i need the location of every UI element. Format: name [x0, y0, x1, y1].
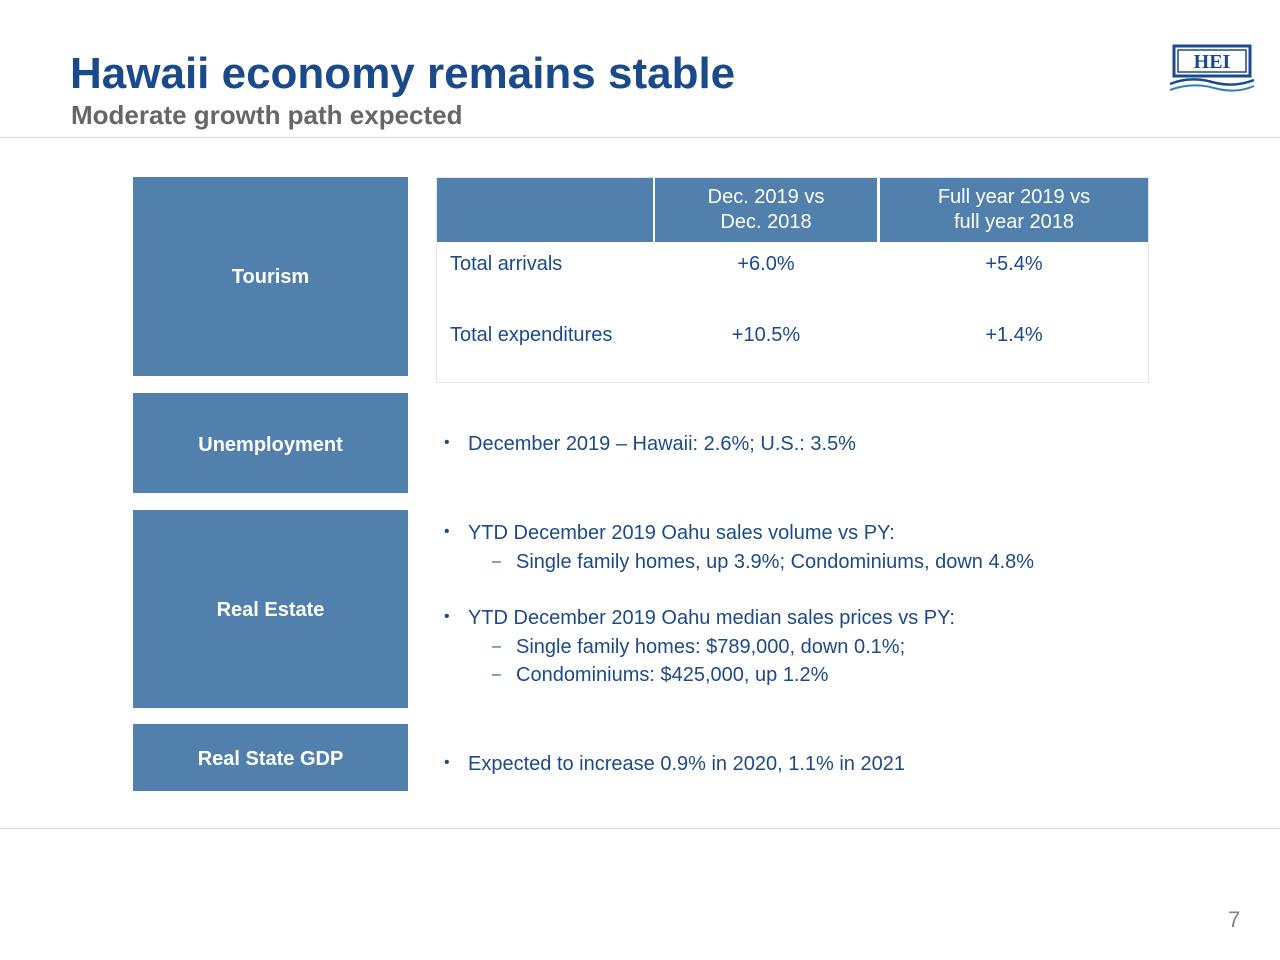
- row-value-expenditures-dec: +10.5%: [731, 324, 801, 346]
- table-header-dec: Dec. 2019 vs Dec. 2018: [655, 178, 877, 242]
- bullet-dot: •: [444, 608, 450, 625]
- logo-text: HEI: [1194, 51, 1231, 73]
- tourism-table: Dec. 2019 vs Dec. 2018 Full year 2019 vs…: [436, 177, 1149, 383]
- gdp-bullet: Expected to increase 0.9% in 2020, 1.1% …: [468, 753, 905, 775]
- table-header-blank: [437, 178, 653, 242]
- real-estate-bullet-2: YTD December 2019 Oahu median sales pric…: [468, 607, 955, 629]
- row-value-arrivals-dec: +6.0%: [737, 253, 795, 275]
- sub-bullet-dash: –: [492, 638, 501, 655]
- unemployment-label: Unemployment: [198, 434, 343, 456]
- row-value-arrivals-full: +5.4%: [985, 253, 1043, 275]
- header-full-line2: full year 2018: [953, 211, 1075, 233]
- bullet-dot: •: [444, 523, 450, 540]
- header-full-line1: Full year 2019 vs: [937, 186, 1091, 208]
- tourism-label: Tourism: [231, 266, 310, 288]
- gdp-label-box: Real State GDP: [133, 724, 408, 791]
- row-label-arrivals: Total arrivals: [450, 253, 563, 275]
- slide-title: Hawaii economy remains stable: [70, 49, 736, 98]
- unemployment-bullet: December 2019 – Hawaii: 2.6%; U.S.: 3.5%: [468, 433, 856, 455]
- real-estate-sub-2: Single family homes: $789,000, down 0.1%…: [516, 636, 906, 658]
- unemployment-label-box: Unemployment: [133, 393, 408, 493]
- real-estate-label: Real Estate: [216, 599, 325, 621]
- header-dec-line1: Dec. 2019 vs: [707, 186, 825, 208]
- header-divider: [0, 137, 1280, 138]
- bullet-dot: •: [444, 754, 450, 771]
- gdp-label: Real State GDP: [197, 748, 344, 770]
- real-estate-label-box: Real Estate: [133, 510, 408, 708]
- row-value-expenditures-full: +1.4%: [985, 324, 1043, 346]
- footer-divider: [0, 828, 1280, 829]
- bullet-dot: •: [444, 434, 450, 451]
- real-estate-sub-3: Condominiums: $425,000, up 1.2%: [516, 664, 829, 686]
- header-dec-line2: Dec. 2018: [720, 211, 812, 233]
- table-header-full-year: Full year 2019 vs full year 2018: [880, 178, 1148, 242]
- sub-bullet-dash: –: [492, 666, 501, 683]
- tourism-label-box: Tourism: [133, 177, 408, 376]
- row-label-expenditures: Total expenditures: [450, 324, 613, 346]
- slide-subtitle: Moderate growth path expected: [71, 100, 463, 130]
- real-estate-bullet-1: YTD December 2019 Oahu sales volume vs P…: [468, 522, 895, 544]
- hei-logo: HEI: [1169, 44, 1255, 92]
- real-estate-sub-1: Single family homes, up 3.9%; Condominiu…: [516, 551, 1035, 573]
- sub-bullet-dash: –: [492, 553, 501, 570]
- page-number: 7: [1228, 907, 1241, 932]
